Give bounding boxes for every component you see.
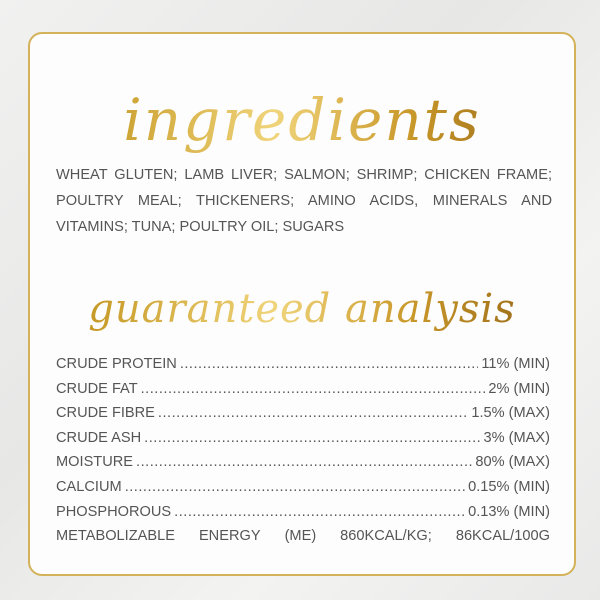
- analysis-row: MOISTURE 80% (MAX): [56, 450, 550, 475]
- analysis-row: PHOSPHOROUS 0.13% (MIN): [56, 500, 550, 525]
- energy-word: 860KCAL/KG;: [340, 528, 432, 545]
- dot-leader: [144, 426, 480, 451]
- ingredients-list: WHEAT GLUTEN; LAMB LIVER; SALMON; SHRIMP…: [56, 167, 552, 235]
- row-label: CRUDE ASH: [56, 429, 142, 446]
- analysis-title: guaranteed analysis: [30, 286, 574, 332]
- analysis-row: CRUDE FIBRE 1.5% (MAX): [56, 401, 550, 426]
- row-label: CRUDE FIBRE: [56, 405, 155, 422]
- guaranteed-analysis-table: CRUDE PROTEIN 11% (MIN) CRUDE FAT 2% (MIN)…: [56, 324, 550, 549]
- row-value: 2% (MIN): [488, 380, 550, 397]
- ingredients-card: ingredients WHEAT GLUTEN; LAMB LIVER; SA…: [28, 32, 576, 576]
- row-label: CRUDE FAT: [56, 380, 138, 397]
- dot-leader: [158, 401, 468, 426]
- analysis-row: CRUDE FAT 2% (MIN): [56, 377, 550, 402]
- row-label: CRUDE PROTEIN: [56, 356, 177, 372]
- energy-word: METABOLIZABLE: [56, 528, 175, 545]
- ingredients-title: ingredients: [30, 86, 574, 154]
- row-label: CALCIUM: [56, 478, 122, 495]
- analysis-row: CALCIUM 0.15% (MIN): [56, 475, 550, 500]
- analysis-row: CRUDE PROTEIN 11% (MIN): [56, 352, 550, 377]
- energy-word: (ME): [284, 528, 317, 545]
- row-value: 3% (MAX): [483, 429, 551, 446]
- dot-leader: [141, 377, 486, 402]
- row-value: 80% (MAX): [475, 454, 550, 471]
- row-value: 0.15% (MIN): [468, 478, 550, 495]
- row-value: 11% (MIN): [481, 356, 550, 372]
- dot-leader: [180, 352, 479, 377]
- dot-leader: [174, 500, 465, 525]
- energy-word: 86KCAL/100G: [455, 528, 550, 545]
- energy-row: METABOLIZABLE ENERGY (ME) 860KCAL/KG; 86…: [56, 524, 550, 549]
- dot-leader: [136, 450, 472, 475]
- analysis-row: CRUDE ASH 3% (MAX): [56, 426, 550, 451]
- row-value: 0.13% (MIN): [468, 503, 550, 520]
- row-value: 1.5% (MAX): [471, 405, 550, 422]
- dot-leader: [125, 475, 465, 500]
- energy-word: ENERGY: [198, 528, 261, 545]
- row-label: PHOSPHOROUS: [56, 503, 172, 520]
- row-label: MOISTURE: [56, 454, 134, 471]
